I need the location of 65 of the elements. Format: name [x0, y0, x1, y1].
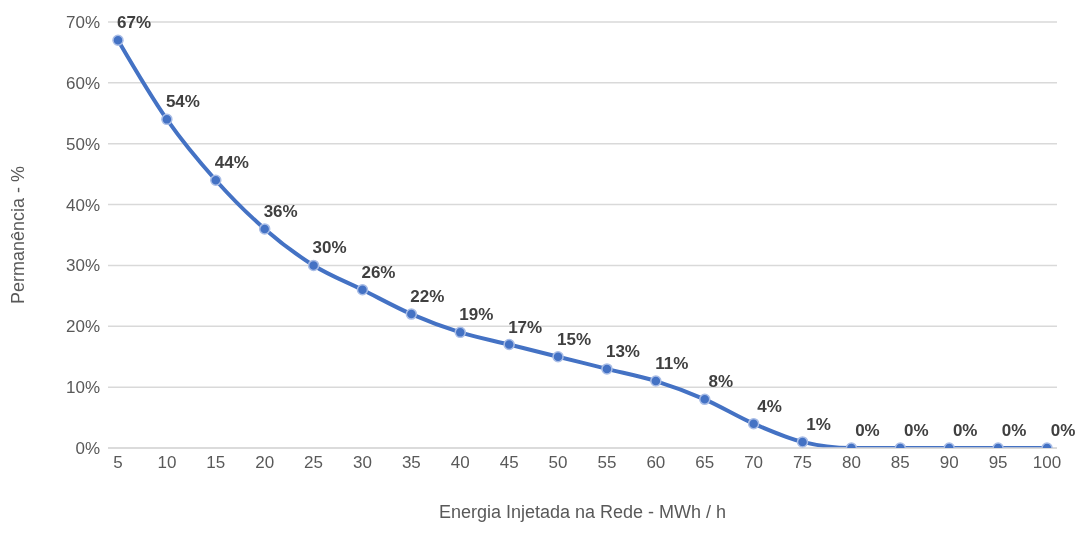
- x-tick-label: 40: [450, 453, 470, 473]
- x-tick-label: 55: [597, 453, 617, 473]
- point: [258, 223, 271, 235]
- data-label: 36%: [263, 201, 298, 221]
- data-label: 54%: [165, 92, 200, 112]
- data-label: 8%: [708, 372, 734, 392]
- x-tick-label: 45: [499, 453, 519, 473]
- point: [454, 326, 467, 339]
- data-label: 26%: [361, 262, 396, 282]
- y-tick-label: 50%: [65, 134, 100, 154]
- data-label: 4%: [757, 396, 782, 416]
- point: [698, 393, 711, 406]
- point: [356, 284, 369, 296]
- x-tick-label: 85: [890, 453, 910, 473]
- x-tick-label: 20: [255, 453, 275, 473]
- x-axis-title: Energia Injetada na Rede - MWh / h: [438, 502, 727, 522]
- x-tick-label: 70: [744, 453, 764, 473]
- point: [405, 308, 418, 320]
- y-tick-label: 60%: [65, 73, 100, 93]
- data-label: 15%: [557, 329, 592, 349]
- y-tick-label: 0%: [75, 439, 100, 459]
- data-label: 0%: [855, 421, 880, 440]
- data-label: 0%: [1050, 421, 1076, 440]
- data-label: 19%: [459, 305, 494, 325]
- x-tick-label: 35: [401, 453, 421, 473]
- point: [650, 375, 662, 387]
- data-label: 0%: [1001, 421, 1027, 440]
- y-tick-label: 70%: [65, 13, 100, 33]
- y-tick-label: 20%: [65, 317, 100, 337]
- x-tick-label: 75: [793, 453, 812, 473]
- x-tick-label: 95: [988, 453, 1008, 473]
- x-tick-label: 15: [206, 453, 226, 473]
- data-label: 13%: [605, 341, 640, 361]
- point: [796, 436, 809, 448]
- x-tick-label: 60: [646, 453, 666, 473]
- data-label: 30%: [312, 238, 347, 258]
- data-label: 1%: [806, 414, 831, 434]
- y-tick-label: 30%: [65, 256, 100, 276]
- point: [161, 113, 173, 126]
- data-label: 22%: [410, 287, 445, 307]
- data-label: 17%: [508, 317, 543, 337]
- x-tick-label: 25: [304, 453, 324, 473]
- point: [601, 363, 613, 375]
- x-tick-label: 65: [695, 453, 715, 473]
- point: [210, 174, 222, 186]
- point: [552, 350, 564, 363]
- x-tick-label: 30: [353, 453, 372, 473]
- x-tick-label: 5: [113, 453, 123, 473]
- point: [503, 338, 515, 351]
- x-tick-label: 80: [841, 453, 861, 473]
- y-tick-label: 40%: [65, 195, 100, 215]
- data-label: 0%: [952, 421, 978, 440]
- x-tick-label: 100: [1032, 453, 1062, 473]
- point: [307, 259, 320, 272]
- x-tick-label: 10: [157, 453, 177, 473]
- data-label: 67%: [116, 13, 152, 33]
- x-tick-label: 90: [939, 453, 959, 473]
- data-label: 11%: [655, 354, 689, 374]
- point: [112, 34, 124, 47]
- data-label: 44%: [214, 153, 249, 173]
- point: [747, 417, 760, 430]
- y-axis-title: Permanência - %: [8, 165, 29, 305]
- x-tick-label: 50: [548, 453, 568, 473]
- data-label: 0%: [904, 421, 929, 440]
- y-tick-label: 10%: [65, 378, 100, 398]
